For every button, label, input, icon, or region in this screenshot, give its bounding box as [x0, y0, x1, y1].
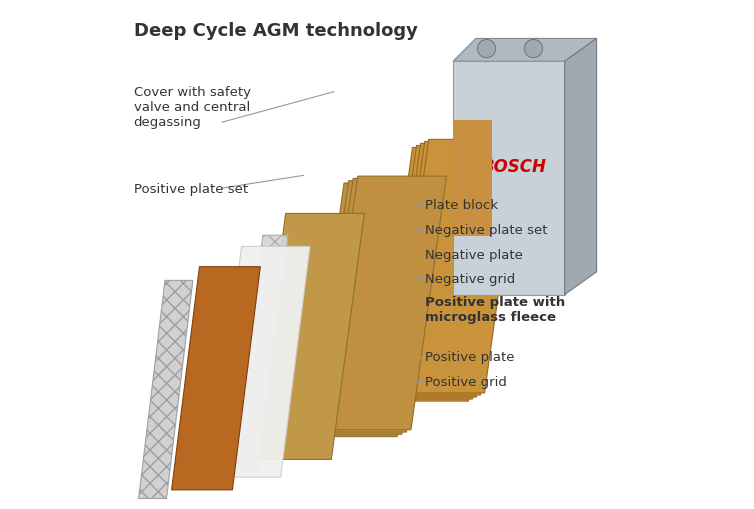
Text: Positive plate with
microglass fleece: Positive plate with microglass fleece: [425, 295, 566, 323]
Polygon shape: [253, 214, 364, 460]
Text: Negative plate: Negative plate: [425, 248, 523, 262]
Polygon shape: [139, 281, 193, 498]
Polygon shape: [212, 247, 310, 477]
Text: BOSCH: BOSCH: [482, 158, 547, 176]
Polygon shape: [313, 181, 437, 435]
Polygon shape: [565, 39, 596, 295]
Polygon shape: [453, 39, 596, 62]
Polygon shape: [232, 236, 288, 470]
Polygon shape: [308, 184, 433, 437]
Polygon shape: [453, 62, 565, 295]
Text: Deep Cycle AGM technology: Deep Cycle AGM technology: [133, 22, 418, 40]
Text: Negative plate set: Negative plate set: [425, 224, 547, 237]
Text: Positive plate set: Positive plate set: [133, 182, 247, 195]
Text: Positive grid: Positive grid: [425, 376, 507, 388]
Polygon shape: [381, 146, 508, 399]
Text: Positive plate: Positive plate: [425, 351, 515, 364]
Polygon shape: [172, 267, 260, 490]
Circle shape: [524, 40, 543, 59]
Polygon shape: [389, 142, 516, 395]
Polygon shape: [453, 120, 492, 237]
Polygon shape: [385, 144, 512, 397]
Polygon shape: [377, 148, 504, 401]
Polygon shape: [317, 179, 442, 432]
Polygon shape: [394, 140, 520, 393]
Text: Cover with safety
valve and central
degassing: Cover with safety valve and central dega…: [133, 86, 250, 129]
Circle shape: [477, 40, 495, 59]
Text: Plate block: Plate block: [425, 199, 498, 211]
Polygon shape: [322, 177, 446, 430]
Text: Negative grid: Negative grid: [425, 272, 516, 285]
